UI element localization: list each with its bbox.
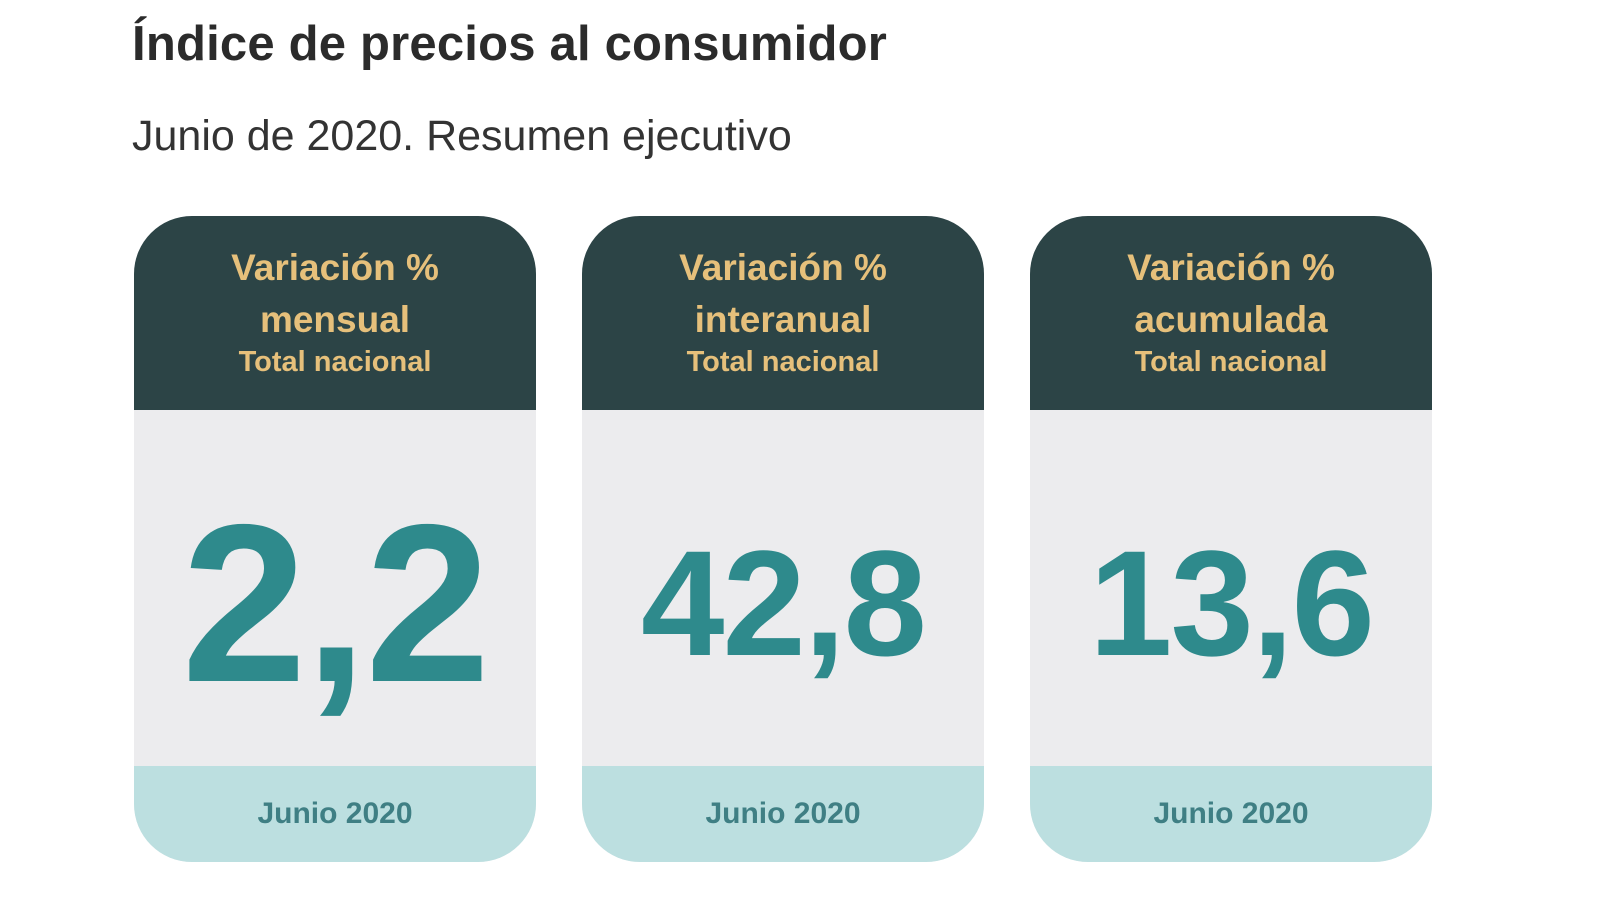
card-monthly-variation: Variación % mensual Total nacional 2,2 J…: [134, 216, 536, 862]
card-label-line1: Variación %: [1127, 247, 1335, 288]
card-label-line2: interanual: [694, 299, 872, 340]
card-value: 42,8: [641, 518, 927, 687]
card-scope: Total nacional: [238, 346, 432, 378]
card-body: 13,6: [1030, 410, 1432, 766]
card-value: 2,2: [181, 476, 491, 729]
card-header: Variación % interanual Total nacional: [582, 216, 984, 410]
card-period: Junio 2020: [1030, 766, 1432, 862]
card-period: Junio 2020: [582, 766, 984, 862]
card-period: Junio 2020: [134, 766, 536, 862]
card-scope: Total nacional: [686, 346, 880, 378]
card-label-line1: Variación %: [679, 247, 887, 288]
page-subtitle: Junio de 2020. Resumen ejecutivo: [132, 112, 792, 160]
card-body: 2,2: [134, 410, 536, 766]
card-cumulative-variation: Variación % acumulada Total nacional 13,…: [1030, 216, 1432, 862]
card-scope: Total nacional: [1134, 346, 1328, 378]
card-body: 42,8: [582, 410, 984, 766]
card-header: Variación % acumulada Total nacional: [1030, 216, 1432, 410]
card-value: 13,6: [1089, 518, 1375, 687]
card-label-line2: mensual: [259, 299, 411, 340]
card-yearly-variation: Variación % interanual Total nacional 42…: [582, 216, 984, 862]
page-title: Índice de precios al consumidor: [132, 17, 888, 71]
card-header: Variación % mensual Total nacional: [134, 216, 536, 410]
card-label-line1: Variación %: [231, 247, 439, 288]
card-label-line2: acumulada: [1134, 299, 1328, 340]
